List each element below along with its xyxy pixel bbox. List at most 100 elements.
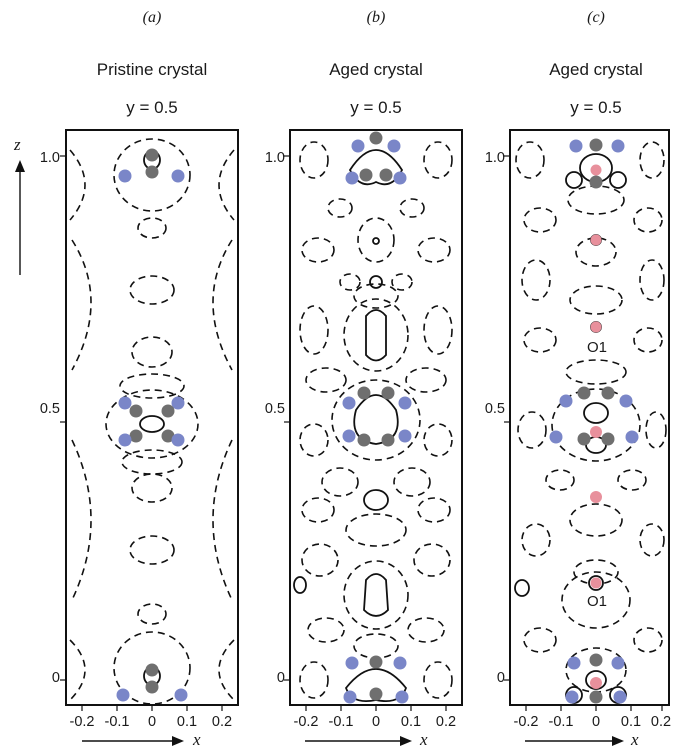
panel-a-frame — [65, 129, 239, 706]
atom-grey — [369, 687, 383, 701]
panel-c-atoms — [549, 138, 639, 704]
panel-c-contours — [514, 141, 667, 704]
atom-blue — [559, 394, 573, 408]
atom-blue — [343, 690, 357, 704]
atom-blue — [625, 430, 639, 444]
atom-blue — [398, 396, 412, 410]
atom-grey — [357, 433, 371, 447]
panel-a-x-axis-label: x — [192, 730, 201, 748]
atom-blue — [393, 656, 407, 670]
atom-grey — [369, 131, 383, 145]
panel-c-xtick-0: 0 — [592, 714, 600, 730]
z-axis-arrow — [15, 160, 25, 275]
panel-b-tag: (b) — [367, 9, 386, 26]
panel-b-slice-label: y = 0.5 — [350, 98, 402, 117]
atom-grey — [161, 429, 175, 443]
atom-blue — [398, 429, 412, 443]
atom-grey — [577, 386, 591, 400]
atom-grey — [589, 690, 603, 704]
atom-grey — [381, 433, 395, 447]
atom-blue — [395, 690, 409, 704]
panel-b-ytick-05: 0.5 — [265, 401, 285, 417]
panel-c-ytick-1: 1.0 — [485, 150, 505, 166]
atom-pink — [590, 677, 602, 689]
panel-a-ytick-05: 0.5 — [40, 401, 60, 417]
panel-a-ytick-0: 0 — [52, 670, 60, 686]
panel-b-xtick-02: 0.2 — [436, 714, 456, 730]
panel-a-xtick-01: 0.1 — [177, 714, 197, 730]
panel-c-ytick-0: 0 — [497, 670, 505, 686]
panel-c-xticks — [525, 705, 663, 711]
panel-b-xtick-m02: -0.2 — [294, 714, 319, 730]
atom-pink — [590, 321, 602, 333]
atom-blue — [174, 688, 188, 702]
atom-blue — [567, 656, 581, 670]
atom-pink — [590, 491, 602, 503]
panel-c-tag: (c) — [587, 9, 605, 26]
panel-a-atoms — [116, 148, 188, 702]
atom-blue — [118, 433, 132, 447]
panel-c-label-o1-lower: O1 — [587, 593, 607, 610]
atom-grey — [589, 653, 603, 667]
panel-c-xtick-01: 0.1 — [621, 714, 641, 730]
atom-pink — [590, 577, 602, 589]
atom-grey — [601, 386, 615, 400]
atom-blue — [342, 429, 356, 443]
atom-grey — [145, 165, 159, 179]
atom-grey — [577, 432, 591, 446]
panel-a-contours — [69, 138, 235, 705]
panel-c-ytick-05: 0.5 — [485, 401, 505, 417]
atom-grey — [601, 432, 615, 446]
panel-a-title: Pristine crystal — [97, 60, 208, 79]
atom-grey — [145, 148, 159, 162]
panel-c-slice-label: y = 0.5 — [570, 98, 622, 117]
atom-grey — [357, 386, 371, 400]
atom-grey — [369, 655, 383, 669]
atom-pink — [590, 426, 602, 438]
atom-blue — [171, 169, 185, 183]
atom-pink — [590, 234, 602, 246]
panel-a-ytick-1: 1.0 — [40, 150, 60, 166]
panel-b-atoms — [342, 131, 412, 704]
panel-c-x-axis-label: x — [630, 730, 639, 748]
panel-b-x-axis-label: x — [419, 730, 428, 748]
panel-c-frame — [509, 129, 670, 706]
panel-b-xtick-m01: -0.1 — [329, 714, 354, 730]
atom-blue — [351, 139, 365, 153]
atom-blue — [116, 688, 130, 702]
atom-blue — [611, 656, 625, 670]
atom-blue — [342, 396, 356, 410]
panel-a-xtick-02: 0.2 — [212, 714, 232, 730]
panel-c-x-axis-arrow — [525, 736, 624, 746]
panel-b-xtick-01: 0.1 — [401, 714, 421, 730]
atom-grey — [129, 429, 143, 443]
panel-b-title: Aged crystal — [329, 60, 423, 79]
atom-blue — [345, 171, 359, 185]
atom-blue — [118, 396, 132, 410]
atom-grey — [129, 404, 143, 418]
atom-blue — [613, 690, 627, 704]
atom-blue — [171, 396, 185, 410]
panel-b-xticks — [305, 705, 447, 711]
panel-a-xtick-0: 0 — [148, 714, 156, 730]
atom-grey — [145, 663, 159, 677]
panel-b-xtick-0: 0 — [372, 714, 380, 730]
atom-grey — [161, 404, 175, 418]
panel-c-label-o1-upper: O1 — [587, 339, 607, 356]
atom-blue — [619, 394, 633, 408]
z-axis-label: z — [13, 135, 21, 154]
panel-a-xtick-m01: -0.1 — [105, 714, 130, 730]
panel-c-xtick-02: 0.2 — [651, 714, 671, 730]
panel-a-x-axis-arrow — [82, 736, 184, 746]
panel-a-xticks — [81, 705, 223, 711]
panel-b-ytick-1: 1.0 — [265, 150, 285, 166]
panel-c-title: Aged crystal — [549, 60, 643, 79]
atom-grey — [589, 138, 603, 152]
atom-grey — [381, 386, 395, 400]
panel-b-contours — [293, 141, 453, 703]
atom-blue — [171, 433, 185, 447]
atom-blue — [118, 169, 132, 183]
panel-c: (c) Aged crystal y = 0.5 1.0 0.5 0 -0.2 … — [485, 9, 671, 748]
panel-a-xtick-m02: -0.2 — [70, 714, 95, 730]
panel-b-x-axis-arrow — [305, 736, 412, 746]
